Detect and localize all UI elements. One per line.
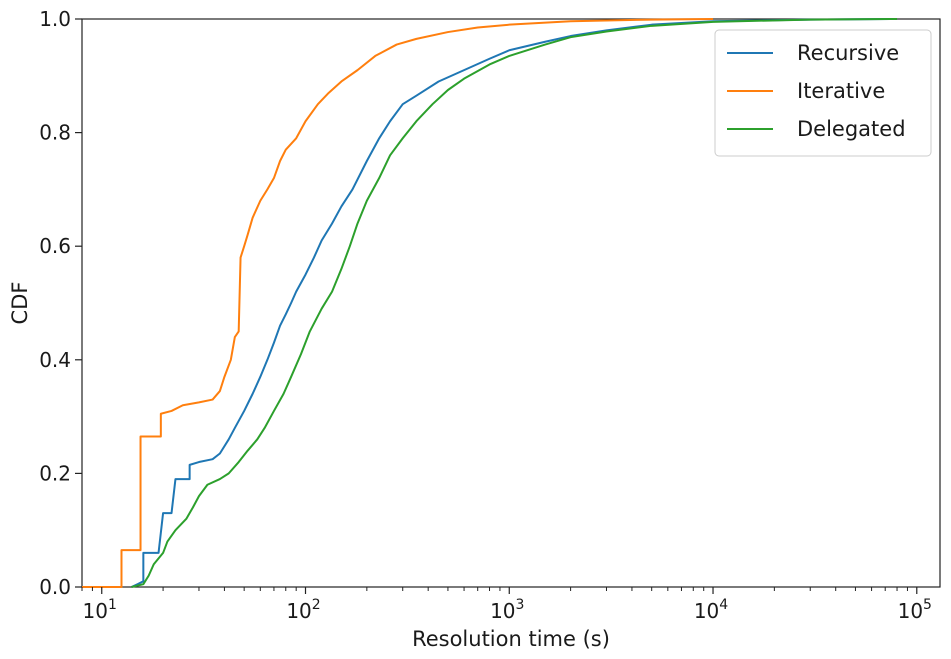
y-tick-label: 0.4 <box>39 348 71 372</box>
x-tick-label: 104 <box>694 597 728 623</box>
x-axis-label: Resolution time (s) <box>412 627 610 651</box>
y-tick-label: 0.8 <box>39 121 71 145</box>
legend-label-recursive: Recursive <box>797 41 899 65</box>
series-line-delegated <box>131 18 898 588</box>
series-layer <box>82 18 898 588</box>
legend-label-delegated: Delegated <box>797 117 906 141</box>
x-tick-label: 105 <box>898 597 932 623</box>
x-tick-label: 103 <box>490 597 524 623</box>
y-tick-label: 0.0 <box>39 575 71 599</box>
legend-label-iterative: Iterative <box>797 79 885 103</box>
y-tick-label: 1.0 <box>39 7 71 31</box>
series-line-recursive <box>131 18 898 588</box>
y-tick-label: 0.6 <box>39 234 71 258</box>
x-axis: 101 102 103 104 105 <box>81 587 932 623</box>
y-tick-label: 0.2 <box>39 461 71 485</box>
plot-frame <box>81 18 941 588</box>
legend-frame <box>714 29 932 157</box>
y-axis: 0.0 0.2 0.4 0.6 0.8 1.0 <box>39 7 82 599</box>
plot-area <box>81 18 941 588</box>
x-tick-label: 102 <box>286 597 320 623</box>
y-axis-label: CDF <box>8 282 32 325</box>
series-line-iterative <box>82 18 714 588</box>
x-tick-label: 101 <box>83 597 117 623</box>
legend: Recursive Iterative Delegated <box>714 29 932 157</box>
